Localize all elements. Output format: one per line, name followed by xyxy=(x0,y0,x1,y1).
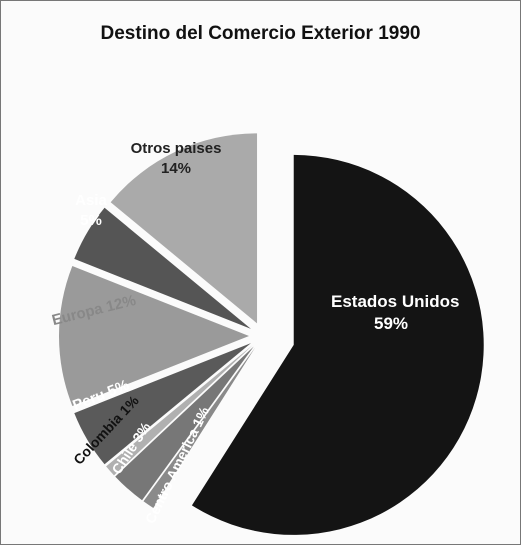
slice-label: Estados Unidos 59% xyxy=(331,291,460,335)
pie-slice xyxy=(74,343,251,465)
slice-name: Estados Unidos xyxy=(331,292,460,311)
chart-title: Destino del Comercio Exterior 1990 xyxy=(100,23,421,44)
slice-value: 59% xyxy=(373,314,409,334)
pie-slice xyxy=(74,207,251,329)
pie-slice xyxy=(191,154,484,535)
slice-label: Asia 5% xyxy=(66,191,116,230)
pie-slice xyxy=(106,345,253,476)
slice-label: Otros paises 14% xyxy=(111,139,241,178)
slice-name: Otros paises xyxy=(130,140,222,157)
pie-slice xyxy=(115,346,254,501)
pie-slice xyxy=(59,266,249,406)
slice-name: Asia xyxy=(75,192,107,209)
pie-slice xyxy=(143,347,256,509)
slice-value: 14% xyxy=(160,159,192,177)
slice-value: 5% xyxy=(80,211,102,229)
pie-slice xyxy=(110,133,258,324)
